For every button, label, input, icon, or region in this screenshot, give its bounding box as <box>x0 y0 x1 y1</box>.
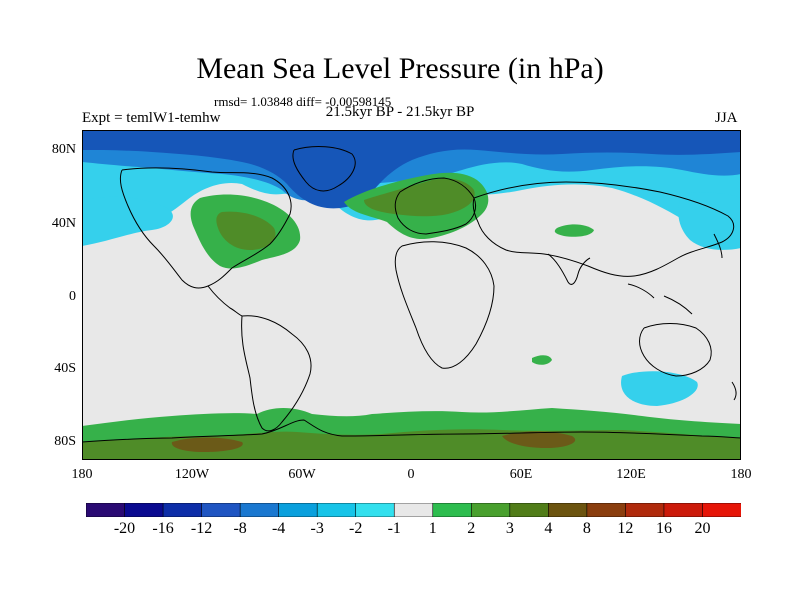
colorbar-tick-label: -8 <box>233 520 247 537</box>
coastline-india <box>547 253 591 285</box>
coastline-central-america <box>207 285 243 317</box>
colorbar-tick-label: 1 <box>428 520 437 537</box>
colorbar-tick-label: 20 <box>694 520 711 537</box>
lon-label-0: 0 <box>407 467 415 482</box>
south-pacific-negative-patch <box>621 371 698 406</box>
pressure-anomaly-map <box>82 130 741 460</box>
coastline-asia <box>472 181 735 277</box>
colorbar-tick-label: 16 <box>655 520 672 537</box>
coastline-greenland <box>292 146 356 192</box>
antarctica-mid-positive-region <box>82 429 741 460</box>
stats-text: rmsd= 1.03848 diff= -0.00598145 <box>214 94 392 109</box>
colorbar-swatch <box>509 503 550 517</box>
colorbar-swatch <box>625 503 665 517</box>
lon-label-120e: 120E <box>616 467 646 482</box>
season-label: JJA <box>715 110 738 126</box>
colorbar-tick-label: -3 <box>310 520 324 537</box>
lat-label-40s: 40S <box>54 361 76 376</box>
coastlines <box>82 146 741 443</box>
colorbar-tick-label: 12 <box>617 520 634 537</box>
coastline-europe <box>394 177 477 235</box>
coastline-new-zealand <box>731 381 737 401</box>
north-america-strong-positive-region <box>216 211 276 250</box>
antarctica-strong-positive-patch-west <box>171 437 243 452</box>
lon-label-60w: 60W <box>288 467 316 482</box>
colorbar-tick-label: -2 <box>349 520 363 537</box>
lon-label-60e: 60E <box>509 467 533 482</box>
antarctica-strong-positive-patch-east <box>502 431 576 448</box>
map-title: Mean Sea Level Pressure (in hPa) <box>196 52 604 85</box>
colorbar-swatch <box>663 503 704 517</box>
south-pacific-positive-patch <box>532 355 552 365</box>
colorbar-swatch <box>393 503 434 517</box>
coastline-southeast-asia-islands <box>627 283 693 315</box>
experiment-label: Expt = temlW1-temhw <box>82 110 221 126</box>
colorbar-swatch <box>201 503 241 517</box>
lon-label-120w: 120W <box>174 467 210 482</box>
lat-label-80s: 80S <box>54 434 76 449</box>
colorbar-tick-label: -4 <box>271 520 286 537</box>
lat-label-0: 0 <box>69 289 76 304</box>
colorbar-swatch <box>548 503 588 517</box>
lon-label-180w: 180 <box>71 467 93 482</box>
colorbar-swatch <box>586 503 627 517</box>
colorbar-swatch <box>278 503 318 517</box>
colorbar-swatch <box>355 503 396 517</box>
colorbar-swatch <box>86 503 126 517</box>
colorbar-swatch <box>162 503 203 517</box>
colorbar <box>86 503 741 517</box>
colorbar-tick-label: 2 <box>467 520 476 537</box>
colorbar-tick-label: -1 <box>387 520 401 537</box>
coastline-africa <box>394 241 495 369</box>
coastline-australia <box>639 323 712 377</box>
colorbar-tick-label: 4 <box>544 520 553 537</box>
colorbar-swatch <box>432 503 473 517</box>
lon-label-180e: 180 <box>730 467 752 482</box>
lat-label-40n: 40N <box>51 216 76 231</box>
colorbar-tick-label: 8 <box>582 520 591 537</box>
eurasia-strong-positive-region <box>364 178 475 217</box>
central-asia-positive-patch <box>554 224 594 237</box>
colorbar-swatch <box>316 503 357 517</box>
coastline-antarctica <box>82 419 741 443</box>
map-border <box>82 130 741 460</box>
colorbar-tick-label: 3 <box>505 520 514 537</box>
period-label: 21.5kyr BP - 21.5kyr BP <box>325 104 475 120</box>
colorbar-tick-label: -16 <box>152 520 174 537</box>
northwest-pacific-negative-patch <box>678 192 741 250</box>
greenland-deep-negative-region <box>82 130 741 209</box>
colorbar-swatch <box>702 503 741 517</box>
colorbar-tick-label: -20 <box>113 520 136 537</box>
coastline-japan <box>713 233 723 259</box>
colorbar-swatch <box>470 503 511 517</box>
colorbar-tick-label: -12 <box>190 520 213 537</box>
coastline-north-america <box>119 167 292 289</box>
coastline-south-america <box>241 315 312 432</box>
colorbar-swatch <box>124 503 164 517</box>
lat-label-80n: 80N <box>51 142 76 157</box>
colorbar-swatch <box>239 503 280 517</box>
north-pacific-negative-patch <box>82 196 173 246</box>
